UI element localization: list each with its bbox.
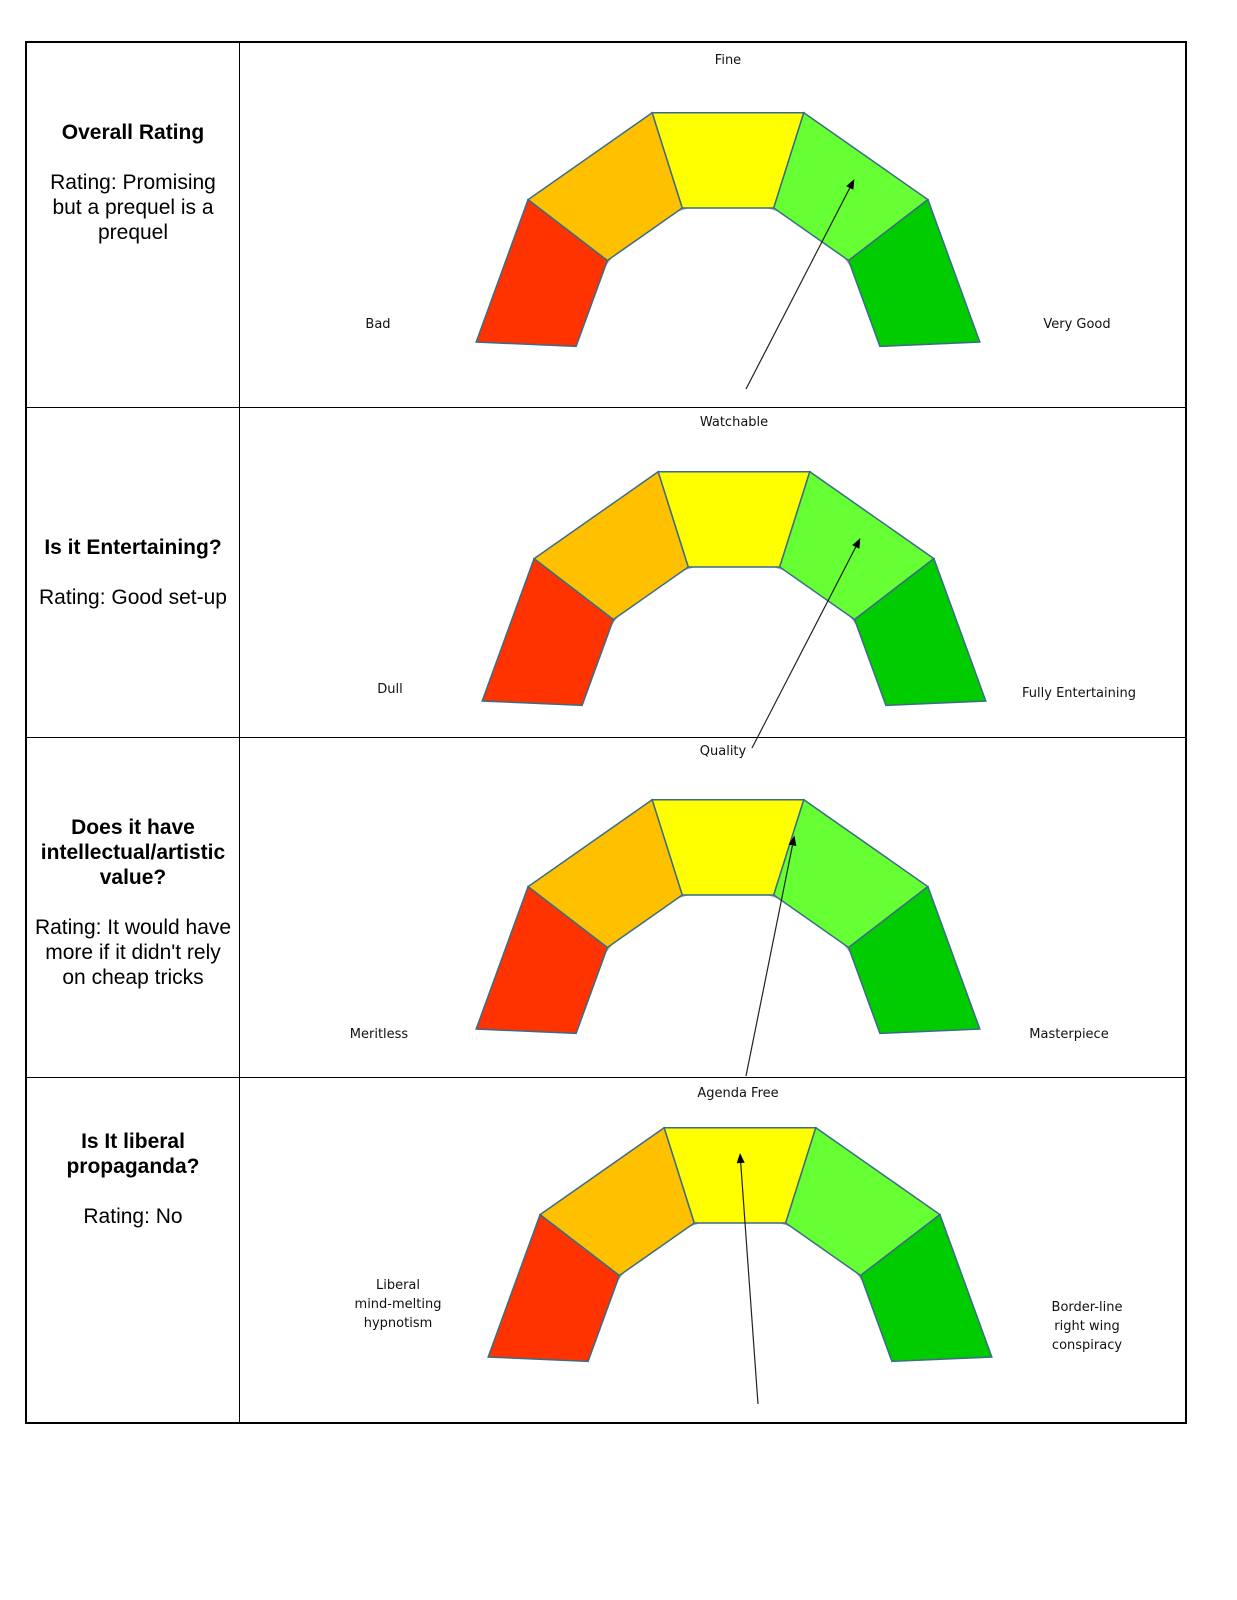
gauge-needle	[745, 187, 851, 390]
gauge-cell: Bad Fine Very Good	[240, 43, 1185, 407]
question-cell: Is It liberal propaganda? Rating: No	[27, 1078, 240, 1422]
question-cell: Is it Entertaining? Rating: Good set-up	[27, 408, 240, 737]
gauge-needle-tip	[788, 835, 797, 847]
rating-row-artistic: Does it have intellectual/artistic value…	[27, 737, 1185, 1077]
question-rating: Rating: It would have more if it didn't …	[34, 916, 232, 989]
gauge-segment-best	[853, 557, 987, 707]
gauge-needle-tip	[736, 1153, 745, 1164]
gauge-artistic: Meritless Quality Masterpiece	[350, 744, 1109, 1077]
gauge-segment-best	[859, 1213, 993, 1363]
gauge-propaganda: Liberal mind-melting hypnotism Agenda Free B…	[355, 1086, 1123, 1405]
gauge-needle-tip	[846, 179, 855, 190]
rating-row-entertaining: Is it Entertaining? Rating: Good set-up …	[27, 407, 1185, 749]
question-title: Overall Rating	[61, 121, 205, 144]
gauge-left-label: Liberal mind-melting hypnotism	[355, 1278, 442, 1331]
gauge-top-label: Fine	[715, 53, 741, 68]
gauge-segment-best	[847, 198, 981, 348]
rating-row-overall: Overall Rating Rating: Promising but a p…	[27, 43, 1185, 407]
question-title: Does it have intellectual/artistic value…	[40, 816, 226, 889]
gauge-segment-best	[847, 885, 981, 1035]
gauge-right-label: Very Good	[1043, 317, 1110, 332]
rating-table: Overall Rating Rating: Promising but a p…	[25, 41, 1187, 1424]
question-rating: Rating: Good set-up	[39, 586, 227, 609]
gauge-needle	[740, 1162, 759, 1405]
gauge-entertaining: Dull Watchable Fully Entertaining	[377, 415, 1136, 749]
gauge-left-label: Meritless	[350, 1027, 409, 1042]
question-cell: Overall Rating Rating: Promising but a p…	[27, 43, 240, 407]
gauge-needle	[751, 546, 857, 749]
gauge-cell: Dull Watchable Fully Entertaining	[240, 408, 1185, 749]
gauge-left-label: Dull	[377, 682, 402, 697]
gauge-cell: Meritless Quality Masterpiece	[240, 738, 1185, 1077]
gauge-top-label: Agenda Free	[697, 1086, 778, 1101]
rating-row-propaganda: Is It liberal propaganda? Rating: No Lib…	[27, 1077, 1185, 1422]
question-title: Is It liberal propaganda?	[66, 1130, 200, 1178]
gauge-right-label: Border-line right wing conspiracy	[1052, 1300, 1123, 1353]
gauge-right-label: Masterpiece	[1029, 1027, 1108, 1042]
question-title: Is it Entertaining?	[44, 536, 222, 559]
gauge-needle	[745, 845, 794, 1077]
gauge-left-label: Bad	[365, 317, 390, 332]
gauge-right-label: Fully Entertaining	[1022, 686, 1136, 701]
question-cell: Does it have intellectual/artistic value…	[27, 738, 240, 1077]
gauge-needle-tip	[852, 538, 861, 549]
gauge-top-label: Watchable	[700, 415, 768, 430]
question-rating: Rating: No	[83, 1205, 183, 1228]
gauge-overall: Bad Fine Very Good	[365, 53, 1111, 390]
gauge-cell: Liberal mind-melting hypnotism Agenda Free B…	[240, 1078, 1185, 1422]
gauge-top-label: Quality	[700, 744, 747, 759]
question-rating: Rating: Promising but a prequel is a pre…	[50, 171, 216, 244]
